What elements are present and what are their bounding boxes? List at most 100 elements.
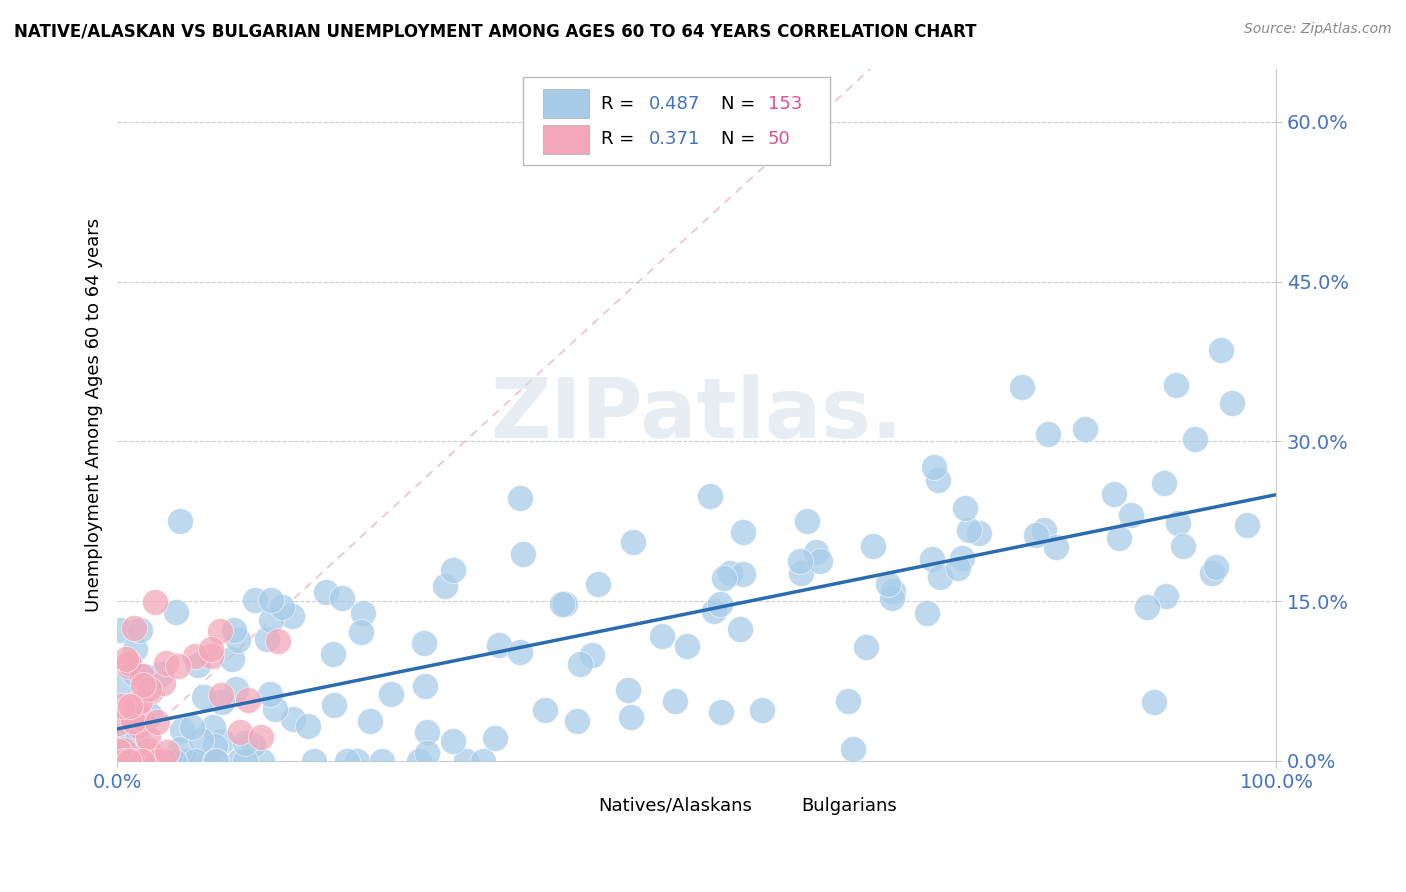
Point [252, 754, 274, 768]
Point [135, 754, 157, 768]
Point [166, 659, 188, 673]
Point [117, 754, 139, 768]
Point [200, 642, 222, 657]
Point [129, 624, 152, 638]
Point [136, 731, 159, 745]
Point [323, 698, 346, 712]
Point [1205, 560, 1227, 574]
Point [664, 694, 686, 708]
Point [170, 723, 193, 737]
Point [120, 698, 142, 713]
Point [169, 742, 191, 756]
Point [197, 754, 219, 768]
Point [1153, 476, 1175, 491]
Point [155, 657, 177, 671]
Point [165, 605, 187, 619]
Point [121, 709, 143, 723]
Point [256, 632, 278, 646]
Point [1236, 518, 1258, 533]
Point [751, 703, 773, 717]
Text: ZIPatlas.: ZIPatlas. [491, 375, 903, 455]
Point [352, 606, 374, 620]
Point [651, 629, 673, 643]
Point [108, 744, 131, 758]
Point [1156, 589, 1178, 603]
Point [108, 750, 131, 764]
Point [551, 597, 574, 611]
Point [586, 577, 609, 591]
FancyBboxPatch shape [749, 794, 793, 818]
Point [1201, 566, 1223, 580]
FancyBboxPatch shape [543, 89, 589, 119]
Point [554, 597, 576, 611]
Point [509, 645, 531, 659]
Text: 0.371: 0.371 [650, 130, 700, 148]
Point [260, 613, 283, 627]
Point [416, 746, 439, 760]
Point [122, 714, 145, 728]
Point [107, 715, 129, 730]
Point [121, 748, 143, 763]
Y-axis label: Unemployment Among Ages 60 to 64 years: Unemployment Among Ages 60 to 64 years [86, 218, 103, 612]
Point [283, 713, 305, 727]
Point [180, 720, 202, 734]
Point [928, 570, 950, 584]
Point [115, 652, 138, 666]
Point [118, 656, 141, 670]
Point [796, 514, 818, 528]
Point [915, 606, 938, 620]
Point [855, 640, 877, 654]
Point [408, 754, 430, 768]
Point [733, 525, 755, 540]
Point [139, 708, 162, 723]
Point [953, 500, 976, 515]
Point [565, 714, 588, 728]
Point [226, 632, 249, 647]
Point [271, 600, 294, 615]
Point [131, 754, 153, 768]
Point [1184, 432, 1206, 446]
Point [107, 754, 129, 768]
Point [534, 703, 557, 717]
Point [921, 552, 943, 566]
Point [193, 690, 215, 705]
Point [718, 566, 741, 580]
Text: R =: R = [600, 130, 640, 148]
Point [259, 687, 281, 701]
Point [176, 754, 198, 768]
Point [187, 658, 209, 673]
Point [302, 754, 325, 768]
Point [127, 728, 149, 742]
Point [1220, 396, 1243, 410]
Point [229, 725, 252, 739]
Point [1045, 540, 1067, 554]
Point [709, 597, 731, 611]
Point [837, 694, 859, 708]
Point [165, 754, 187, 768]
Point [862, 539, 884, 553]
Point [509, 491, 531, 505]
Point [152, 676, 174, 690]
Point [441, 563, 464, 577]
Point [1136, 600, 1159, 615]
Point [125, 754, 148, 768]
Point [733, 566, 755, 581]
Text: Bulgarians: Bulgarians [801, 797, 897, 815]
Point [111, 678, 134, 692]
Point [1074, 422, 1097, 436]
Point [880, 591, 903, 606]
Text: N =: N = [721, 95, 761, 112]
Point [131, 754, 153, 768]
Point [236, 693, 259, 707]
Point [156, 745, 179, 759]
Point [1166, 377, 1188, 392]
Point [267, 633, 290, 648]
Point [225, 681, 247, 696]
Point [112, 743, 135, 757]
Point [211, 734, 233, 748]
Point [138, 747, 160, 762]
Point [581, 648, 603, 662]
Point [699, 489, 721, 503]
Point [224, 623, 246, 637]
Point [441, 734, 464, 748]
